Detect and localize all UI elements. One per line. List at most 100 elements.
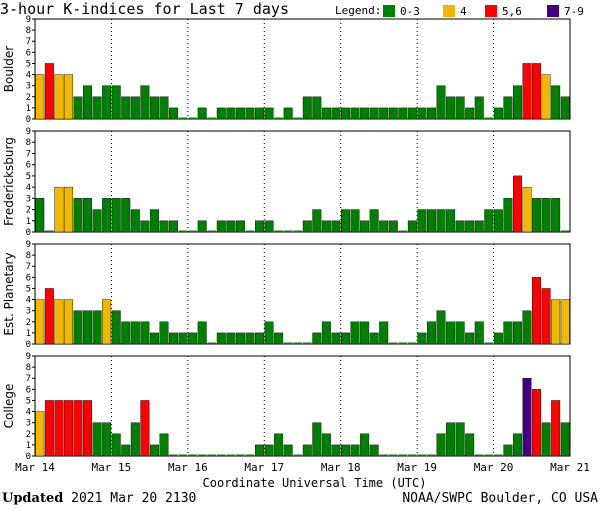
k-bar [293, 454, 302, 456]
k-bar [388, 220, 398, 233]
k-bar [102, 85, 112, 120]
k-bar [532, 389, 542, 457]
k-bar [474, 96, 484, 120]
k-bar [302, 444, 312, 457]
y-tick-label: 8 [26, 26, 31, 36]
k-bar [111, 310, 121, 345]
k-bar [197, 321, 207, 345]
k-bar [130, 321, 140, 345]
k-bar [522, 310, 532, 345]
k-bar [35, 74, 45, 120]
updated-label: Updated [2, 491, 64, 506]
k-bar [321, 433, 331, 457]
k-bar [426, 209, 436, 233]
y-tick-label: 7 [26, 149, 31, 159]
k-bar [512, 175, 522, 233]
k-bar [245, 107, 255, 120]
legend-swatch-2 [443, 5, 455, 17]
x-tick-label: Mar 16 [168, 461, 208, 474]
k-bar [226, 332, 236, 345]
k-bar [188, 230, 197, 232]
chart-title: 3-hour K-indices for Last 7 days [0, 0, 289, 18]
y-tick-label: 7 [26, 262, 31, 272]
k-bar [130, 209, 140, 233]
k-bar [312, 96, 322, 120]
k-bar [216, 220, 226, 233]
k-bar [44, 400, 54, 457]
k-bar [455, 96, 465, 120]
k-bar [436, 85, 446, 120]
x-tick-label: Mar 14 [15, 461, 55, 474]
k-bar [484, 117, 494, 119]
k-bar [226, 454, 236, 456]
k-bar [455, 321, 465, 345]
k-bar [102, 422, 112, 457]
legend-entry-4: 7-9 [564, 5, 584, 18]
k-bar [484, 454, 494, 456]
k-bar [274, 230, 283, 232]
k-bar [83, 310, 93, 345]
k-bar [436, 433, 446, 457]
k-bar [417, 107, 427, 120]
y-tick-label: 9 [26, 127, 31, 137]
y-tick-label: 0 [26, 340, 31, 350]
k-bar [188, 117, 197, 119]
k-bar [407, 107, 417, 120]
k-bar [512, 85, 522, 120]
k-bar [331, 220, 341, 233]
k-bar [197, 107, 207, 120]
k-bar [522, 63, 532, 120]
k-bar [169, 220, 179, 233]
k-bar [255, 444, 264, 457]
k-bar [331, 332, 341, 345]
k-bar [560, 422, 570, 457]
k-bar [512, 433, 522, 457]
k-bar [149, 209, 159, 233]
k-bar [169, 107, 179, 120]
k-bar [102, 299, 112, 345]
k-bar [111, 198, 121, 233]
panel-label: Boulder [2, 46, 16, 93]
y-tick-label: 2 [26, 206, 31, 216]
x-tick-label: Mar 15 [92, 461, 132, 474]
k-bar [465, 332, 475, 345]
k-bar [512, 321, 522, 345]
k-bar [83, 198, 93, 233]
updated-stamp: Updated 2021 Mar 20 2130 [2, 491, 196, 506]
k-bar [427, 454, 436, 456]
k-bar [321, 107, 331, 120]
k-bar [121, 321, 131, 345]
k-bar [293, 342, 302, 344]
x-axis-label: Coordinate Universal Time (UTC) [203, 476, 427, 490]
k-bar [274, 433, 284, 457]
k-bar [121, 198, 131, 233]
k-bar [331, 107, 341, 120]
k-bar [159, 321, 169, 345]
k-bar [111, 85, 121, 120]
k-bar [465, 433, 475, 457]
y-tick-label: 5 [26, 396, 31, 406]
k-bar [474, 321, 484, 345]
k-bar [216, 107, 226, 120]
k-bar [350, 444, 360, 457]
k-bar [446, 209, 456, 233]
y-tick-label: 0 [26, 115, 31, 125]
legend-swatch-4 [547, 5, 559, 17]
k-bar [474, 454, 484, 456]
k-bar [312, 332, 322, 345]
y-tick-label: 8 [26, 138, 31, 148]
panel-label: Fredericksburg [2, 137, 16, 226]
k-bar [283, 107, 293, 120]
k-bar [379, 454, 388, 456]
k-bar [532, 277, 542, 345]
y-tick-label: 0 [26, 228, 31, 238]
k-bar [379, 107, 389, 120]
k-bar [503, 96, 513, 120]
k-bar [140, 400, 150, 457]
k-bar [178, 230, 188, 232]
x-tick-label: Mar 17 [244, 461, 284, 474]
k-bar [35, 198, 45, 233]
k-bar [207, 230, 217, 232]
k-bar [302, 96, 312, 120]
y-tick-label: 1 [26, 329, 31, 339]
